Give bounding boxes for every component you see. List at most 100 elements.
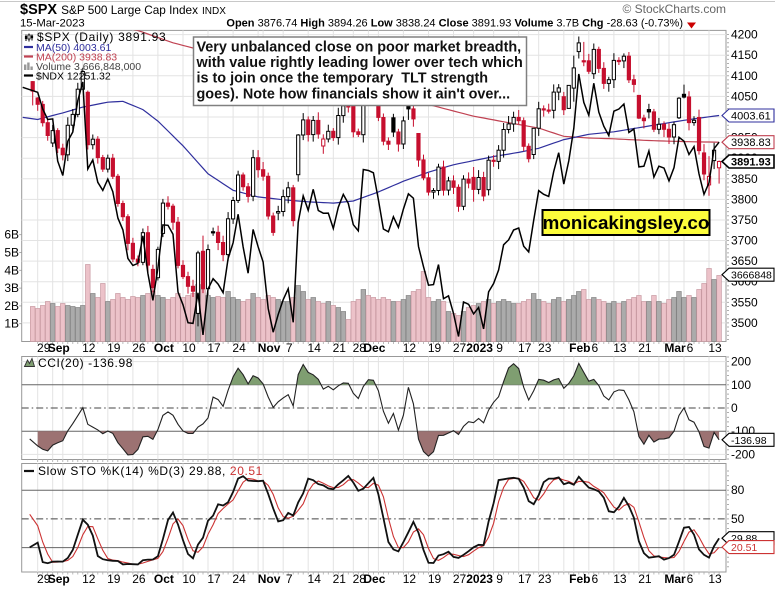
svg-text:3666848: 3666848 <box>731 270 772 282</box>
svg-text:23: 23 <box>538 572 552 586</box>
svg-text:4003.61: 4003.61 <box>731 111 771 123</box>
svg-text:10: 10 <box>182 572 196 586</box>
svg-text:6: 6 <box>591 341 598 355</box>
svg-text:4150: 4150 <box>731 48 758 62</box>
svg-text:14: 14 <box>308 572 322 586</box>
svg-text:3800: 3800 <box>731 192 758 206</box>
svg-text:2023: 2023 <box>466 341 493 355</box>
svg-text:12: 12 <box>82 341 96 355</box>
svg-text:27: 27 <box>453 572 467 586</box>
svg-text:6: 6 <box>687 572 694 586</box>
svg-text:12: 12 <box>403 572 417 586</box>
svg-text:6B: 6B <box>4 228 19 242</box>
svg-text:19: 19 <box>428 341 442 355</box>
svg-text:Oct: Oct <box>154 572 174 586</box>
svg-text:Sep: Sep <box>48 572 70 586</box>
svg-text:20.51: 20.51 <box>731 542 757 554</box>
svg-text:3500: 3500 <box>731 316 758 330</box>
svg-text:Mar: Mar <box>664 572 686 586</box>
svg-text:13: 13 <box>708 572 722 586</box>
svg-text:17: 17 <box>518 572 532 586</box>
svg-text:Dec: Dec <box>363 572 385 586</box>
svg-text:-136.98: -136.98 <box>731 435 767 447</box>
svg-text:3700: 3700 <box>731 234 758 248</box>
svg-text:3550: 3550 <box>731 295 758 309</box>
svg-text:21: 21 <box>638 341 652 355</box>
svg-text:2023: 2023 <box>466 572 493 586</box>
svg-text:monicakingsley.co: monicakingsley.co <box>543 212 710 233</box>
svg-text:4050: 4050 <box>731 89 758 103</box>
svg-text:MA(200) 3938.83: MA(200) 3938.83 <box>36 51 117 63</box>
svg-text:Volume 3,666,848,000: Volume 3,666,848,000 <box>36 61 141 73</box>
svg-text:MA(50) 4003.61: MA(50) 4003.61 <box>36 42 111 54</box>
svg-text:4200: 4200 <box>731 28 758 42</box>
svg-text:28: 28 <box>353 341 367 355</box>
svg-text:3891.93: 3891.93 <box>731 157 771 169</box>
svg-text:19: 19 <box>107 341 121 355</box>
svg-text:21: 21 <box>333 572 347 586</box>
svg-text:goes). Note how financials sho: goes). Note how financials show it ain't… <box>197 86 511 102</box>
svg-text:29: 29 <box>37 341 51 355</box>
svg-text:Sep: Sep <box>48 341 70 355</box>
svg-text:13: 13 <box>708 341 722 355</box>
svg-text:100: 100 <box>731 378 751 392</box>
svg-text:7: 7 <box>286 341 293 355</box>
svg-text:Feb: Feb <box>569 572 590 586</box>
svg-text:19: 19 <box>107 572 121 586</box>
svg-text:1B: 1B <box>4 317 19 331</box>
svg-text:© StockCharts.com: © StockCharts.com <box>622 2 726 16</box>
svg-text:9: 9 <box>496 572 503 586</box>
svg-text:Dec: Dec <box>363 341 385 355</box>
svg-text:2B: 2B <box>4 299 19 313</box>
svg-text:14: 14 <box>308 341 322 355</box>
svg-text:24: 24 <box>232 572 246 586</box>
svg-text:26: 26 <box>132 341 146 355</box>
svg-text:Open 3876.74 High 3894.26 Low: Open 3876.74 High 3894.26 Low 3838.24 Cl… <box>226 18 683 30</box>
svg-text:80: 80 <box>731 483 745 497</box>
svg-text:Nov: Nov <box>258 572 281 586</box>
svg-text:50: 50 <box>731 512 745 526</box>
svg-text:12: 12 <box>82 572 96 586</box>
svg-text:5B: 5B <box>4 246 19 260</box>
svg-text:13: 13 <box>613 572 627 586</box>
svg-text:27: 27 <box>453 341 467 355</box>
svg-text:Oct: Oct <box>154 341 174 355</box>
svg-text:0: 0 <box>731 401 738 415</box>
svg-text:17: 17 <box>207 572 221 586</box>
svg-text:29: 29 <box>37 572 51 586</box>
svg-text:$SPX S&P 500 Large Cap Index I: $SPX S&P 500 Large Cap Index INDX <box>20 2 226 18</box>
svg-text:28: 28 <box>353 572 367 586</box>
svg-text:Feb: Feb <box>569 341 590 355</box>
svg-text:10: 10 <box>182 341 196 355</box>
svg-text:23: 23 <box>538 341 552 355</box>
svg-text:19: 19 <box>428 572 442 586</box>
svg-text:7: 7 <box>286 572 293 586</box>
svg-text:6: 6 <box>591 572 598 586</box>
svg-text:26: 26 <box>132 572 146 586</box>
svg-text:24: 24 <box>232 341 246 355</box>
svg-text:6: 6 <box>687 341 694 355</box>
svg-text:Slow STO %K(14) %D(3) 29.88, 2: Slow STO %K(14) %D(3) 29.88, 20.51 <box>38 464 263 478</box>
svg-text:200: 200 <box>731 355 751 369</box>
svg-text:17: 17 <box>207 341 221 355</box>
svg-text:4100: 4100 <box>731 69 758 83</box>
svg-text:Very unbalanced close on poor: Very unbalanced close on poor market bre… <box>197 40 522 56</box>
svg-text:is to join once the temporary: is to join once the temporary TLT streng… <box>197 71 489 87</box>
svg-text:-200: -200 <box>731 447 755 461</box>
svg-text:3750: 3750 <box>731 213 758 227</box>
svg-text:4B: 4B <box>4 263 19 277</box>
svg-text:21: 21 <box>333 341 347 355</box>
svg-text:9: 9 <box>496 341 503 355</box>
svg-text:$SPX (Daily) 3891.93: $SPX (Daily) 3891.93 <box>37 30 166 44</box>
svg-text:3850: 3850 <box>731 172 758 186</box>
svg-text:CCI(20) -136.98: CCI(20) -136.98 <box>38 356 133 370</box>
svg-text:3B: 3B <box>4 281 19 295</box>
svg-text:21: 21 <box>638 572 652 586</box>
svg-text:13: 13 <box>613 341 627 355</box>
svg-text:3938.83: 3938.83 <box>731 137 771 149</box>
svg-text:Mar: Mar <box>664 341 686 355</box>
svg-text:with value rightly leading low: with value rightly leading lower over te… <box>196 55 523 71</box>
svg-text:3650: 3650 <box>731 254 758 268</box>
svg-text:Nov: Nov <box>258 341 281 355</box>
svg-text:12: 12 <box>403 341 417 355</box>
